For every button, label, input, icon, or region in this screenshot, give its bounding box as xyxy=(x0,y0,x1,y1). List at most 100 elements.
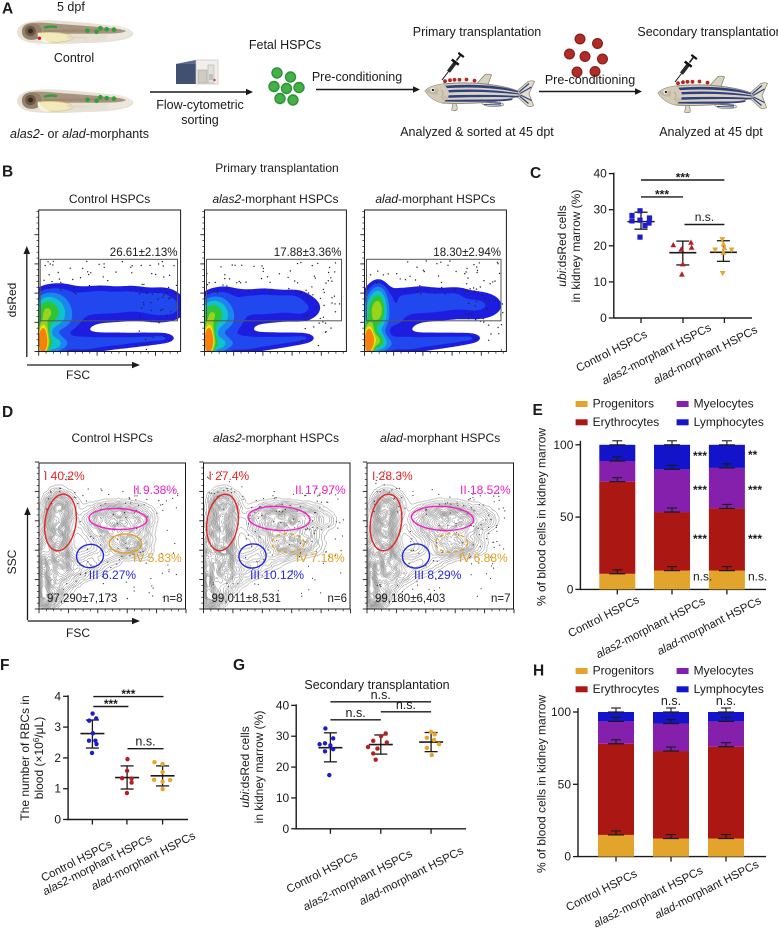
svg-text:B: B xyxy=(2,164,13,181)
svg-text:Pre-conditioning: Pre-conditioning xyxy=(312,70,402,84)
svg-text:I 28.3%: I 28.3% xyxy=(372,469,413,483)
svg-text:**: ** xyxy=(748,448,758,462)
svg-text:IV 6.88%: IV 6.88% xyxy=(459,551,508,565)
svg-text:Lymphocytes: Lymphocytes xyxy=(694,415,764,429)
svg-text:n=6: n=6 xyxy=(327,593,347,605)
svg-text:Pre-conditioning: Pre-conditioning xyxy=(545,73,635,87)
svg-text:20: 20 xyxy=(593,239,607,253)
svg-text:I 40.2%: I 40.2% xyxy=(44,469,85,483)
svg-text:H: H xyxy=(533,663,544,680)
svg-text:SSC: SSC xyxy=(5,549,19,574)
svg-text:D: D xyxy=(2,404,13,421)
svg-text:Control HSPCs: Control HSPCs xyxy=(72,431,153,445)
svg-text:ubi:dsRed cells: ubi:dsRed cells xyxy=(238,726,252,807)
svg-text:10: 10 xyxy=(593,275,607,289)
svg-text:n.s.: n.s. xyxy=(661,694,681,708)
svg-text:n.s.: n.s. xyxy=(693,570,712,584)
svg-text:n.s.: n.s. xyxy=(371,688,391,702)
svg-text:30: 30 xyxy=(593,203,607,217)
svg-text:Progenitors: Progenitors xyxy=(593,664,654,678)
svg-text:% of blood cells in kidney mar: % of blood cells in kidney marrow xyxy=(535,695,549,873)
svg-text:***: *** xyxy=(748,532,762,546)
svg-text:0: 0 xyxy=(283,822,290,836)
svg-text:***: *** xyxy=(104,697,118,711)
svg-text:4: 4 xyxy=(54,689,61,703)
svg-text:ubi:dsRed cells: ubi:dsRed cells xyxy=(555,205,569,286)
svg-text:***: *** xyxy=(693,483,707,497)
svg-text:n.s.: n.s. xyxy=(396,698,416,712)
svg-text:FSC: FSC xyxy=(66,368,90,382)
svg-text:G: G xyxy=(233,657,245,674)
svg-text:alad-morphant HSPCs: alad-morphant HSPCs xyxy=(375,192,495,206)
svg-text:II 18.52%: II 18.52% xyxy=(460,483,511,497)
svg-text:26.61±2.13%: 26.61±2.13% xyxy=(110,247,178,259)
svg-text:Erythrocytes: Erythrocytes xyxy=(593,682,660,696)
svg-text:FSC: FSC xyxy=(66,626,90,640)
svg-text:Secondary transplantation: Secondary transplantation xyxy=(637,25,778,39)
svg-text:alas2-morphant HSPCs: alas2-morphant HSPCs xyxy=(213,431,339,445)
svg-text:III 6.27%: III 6.27% xyxy=(89,568,137,582)
svg-text:n.s.: n.s. xyxy=(346,706,366,720)
svg-text:alas2-morphant HSPCs: alas2-morphant HSPCs xyxy=(212,192,338,206)
svg-text:III 8.29%: III 8.29% xyxy=(414,568,462,582)
svg-text:blood (×106/μL): blood (×106/μL) xyxy=(32,717,47,799)
svg-text:Primary transplantation: Primary transplantation xyxy=(215,161,338,175)
svg-text:IV 5.83%: IV 5.83% xyxy=(133,551,182,565)
svg-text:Myelocytes: Myelocytes xyxy=(694,664,754,678)
svg-text:Progenitors: Progenitors xyxy=(593,397,654,411)
svg-text:18.30±2.94%: 18.30±2.94% xyxy=(433,247,501,259)
svg-text:1: 1 xyxy=(54,782,61,796)
svg-text:II 17.97%: II 17.97% xyxy=(295,483,346,497)
svg-text:3: 3 xyxy=(54,720,61,734)
svg-text:n.s.: n.s. xyxy=(716,694,736,708)
svg-text:The number of RBCs in: The number of RBCs in xyxy=(18,695,32,820)
svg-text:Analyzed & sorted at 45 dpt: Analyzed & sorted at 45 dpt xyxy=(400,125,554,139)
svg-text:n.s.: n.s. xyxy=(748,570,767,584)
svg-text:Fetal HSPCs: Fetal HSPCs xyxy=(249,38,321,52)
svg-text:***: *** xyxy=(748,483,762,497)
svg-text:50: 50 xyxy=(560,510,574,524)
svg-text:17.88±3.36%: 17.88±3.36% xyxy=(274,247,342,259)
svg-text:n=7: n=7 xyxy=(491,593,511,605)
svg-text:sorting: sorting xyxy=(181,113,219,127)
svg-text:***: *** xyxy=(121,687,135,701)
svg-text:Primary transplantation: Primary transplantation xyxy=(413,25,542,39)
svg-text:40: 40 xyxy=(276,698,290,712)
svg-text:% of blood cells in kidney mar: % of blood cells in kidney marrow xyxy=(535,428,549,606)
svg-text:E: E xyxy=(533,402,543,419)
svg-text:F: F xyxy=(0,657,9,674)
svg-text:Myelocytes: Myelocytes xyxy=(694,397,754,411)
svg-text:n.s.: n.s. xyxy=(695,210,714,224)
svg-text:0: 0 xyxy=(567,582,574,596)
svg-text:in kidney marrow (%): in kidney marrow (%) xyxy=(252,711,266,824)
svg-text:dsRed: dsRed xyxy=(5,283,19,318)
svg-text:n=8: n=8 xyxy=(163,593,183,605)
svg-text:100: 100 xyxy=(551,705,571,719)
svg-text:20: 20 xyxy=(276,760,290,774)
svg-text:10: 10 xyxy=(276,791,290,805)
svg-text:Analyzed at 45 dpt: Analyzed at 45 dpt xyxy=(659,125,763,139)
svg-text:0: 0 xyxy=(564,850,571,864)
svg-text:5 dpf: 5 dpf xyxy=(57,0,85,14)
svg-text:***: *** xyxy=(693,449,707,463)
svg-text:alad-morphant HSPCs: alad-morphant HSPCs xyxy=(380,431,500,445)
svg-text:0: 0 xyxy=(54,813,61,827)
svg-text:Control HSPCs: Control HSPCs xyxy=(69,192,150,206)
svg-text:II 9.38%: II 9.38% xyxy=(133,483,177,497)
svg-text:99,180±6,403: 99,180±6,403 xyxy=(375,593,445,605)
svg-text:C: C xyxy=(530,165,541,182)
svg-text:n.s.: n.s. xyxy=(135,735,155,749)
svg-text:40: 40 xyxy=(593,167,607,181)
svg-text:III 10.12%: III 10.12% xyxy=(250,568,304,582)
svg-text:Lymphocytes: Lymphocytes xyxy=(694,682,764,696)
svg-text:97,290±7,173: 97,290±7,173 xyxy=(47,593,117,605)
svg-text:50: 50 xyxy=(558,777,572,791)
svg-text:100: 100 xyxy=(553,438,573,452)
svg-text:Secondary transplantation: Secondary transplantation xyxy=(304,678,449,692)
svg-text:alas2- or alad-morphants: alas2- or alad-morphants xyxy=(10,127,149,141)
svg-text:I 27.4%: I 27.4% xyxy=(209,469,250,483)
svg-text:2: 2 xyxy=(54,751,61,765)
svg-text:in kidney marrow (%): in kidney marrow (%) xyxy=(569,190,583,303)
svg-text:***: *** xyxy=(655,187,669,201)
svg-text:IV 7.18%: IV 7.18% xyxy=(296,551,345,565)
